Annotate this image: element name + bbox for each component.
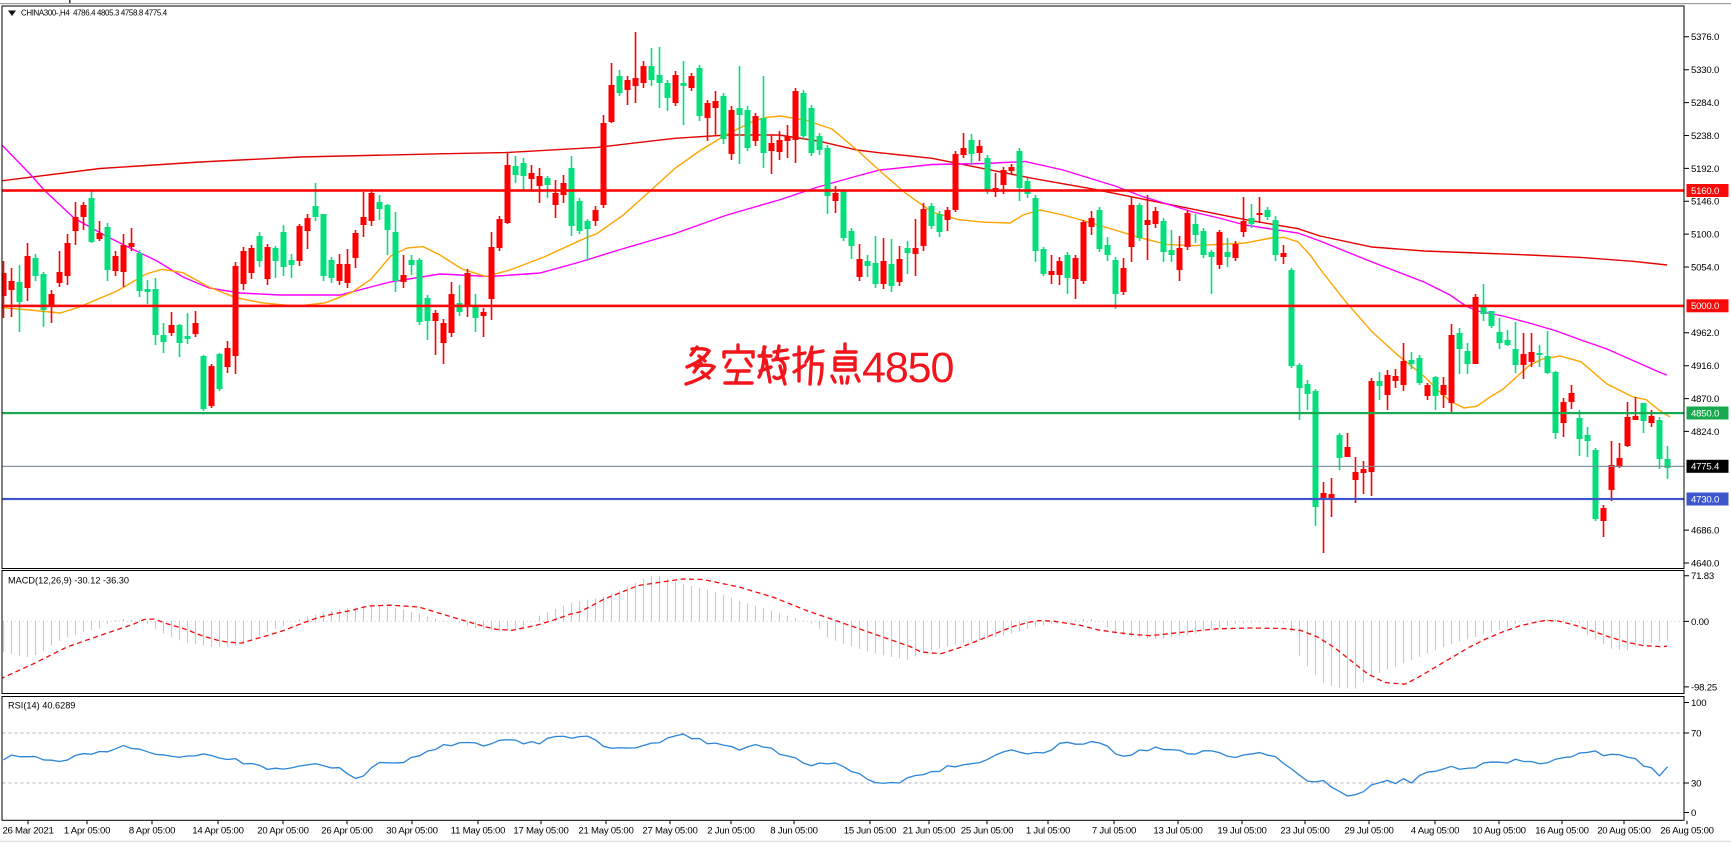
svg-text:5238.0: 5238.0 <box>1691 131 1719 142</box>
svg-text:5000.0: 5000.0 <box>1691 301 1719 312</box>
svg-text:4 Aug 05:00: 4 Aug 05:00 <box>1411 826 1459 837</box>
svg-text:25 Jun 05:00: 25 Jun 05:00 <box>961 826 1013 837</box>
svg-text:26 Apr 05:00: 26 Apr 05:00 <box>321 826 372 837</box>
svg-text:5054.0: 5054.0 <box>1691 262 1719 273</box>
svg-text:4640.0: 4640.0 <box>1691 558 1719 569</box>
svg-text:23 Jul 05:00: 23 Jul 05:00 <box>1280 826 1329 837</box>
svg-text:5284.0: 5284.0 <box>1691 98 1719 109</box>
svg-text:7 Jul 05:00: 7 Jul 05:00 <box>1092 826 1136 837</box>
svg-text:1 Jul 05:00: 1 Jul 05:00 <box>1026 826 1070 837</box>
svg-text:8 Jun 05:00: 8 Jun 05:00 <box>770 826 817 837</box>
svg-text:13 Jul 05:00: 13 Jul 05:00 <box>1153 826 1202 837</box>
svg-text:26 Aug 05:00: 26 Aug 05:00 <box>1660 826 1714 837</box>
svg-text:-98.25: -98.25 <box>1691 682 1717 693</box>
svg-text:29 Jul 05:00: 29 Jul 05:00 <box>1344 826 1393 837</box>
svg-text:30 Apr 05:00: 30 Apr 05:00 <box>386 826 437 837</box>
svg-text:4916.0: 4916.0 <box>1691 361 1719 372</box>
svg-text:27 May 05:00: 27 May 05:00 <box>642 826 697 837</box>
svg-text:5330.0: 5330.0 <box>1691 65 1719 76</box>
svg-text:5376.0: 5376.0 <box>1691 32 1719 43</box>
svg-text:20 Apr 05:00: 20 Apr 05:00 <box>257 826 308 837</box>
svg-text:5146.0: 5146.0 <box>1691 197 1719 208</box>
svg-text:4824.0: 4824.0 <box>1691 427 1719 438</box>
svg-text:MACD(12,26,9) -30.12 -36.30: MACD(12,26,9) -30.12 -36.30 <box>8 576 129 586</box>
svg-text:100: 100 <box>1691 698 1706 709</box>
svg-text:30: 30 <box>1691 778 1701 789</box>
svg-text:26 Mar 2021: 26 Mar 2021 <box>2 826 53 837</box>
svg-text:71.83: 71.83 <box>1691 571 1714 582</box>
svg-text:4730.0: 4730.0 <box>1691 494 1719 505</box>
svg-text:14 Apr 05:00: 14 Apr 05:00 <box>192 826 243 837</box>
svg-text:1 Apr 05:00: 1 Apr 05:00 <box>64 826 110 837</box>
svg-text:21 Jun 05:00: 21 Jun 05:00 <box>903 826 955 837</box>
svg-text:5100.0: 5100.0 <box>1691 230 1719 241</box>
svg-text:4850: 4850 <box>862 344 953 392</box>
svg-text:5160.0: 5160.0 <box>1691 186 1719 197</box>
svg-text:4686.0: 4686.0 <box>1691 526 1719 537</box>
svg-text:17 May 05:00: 17 May 05:00 <box>513 826 568 837</box>
svg-text:16 Aug 05:00: 16 Aug 05:00 <box>1535 826 1589 837</box>
svg-text:19 Jul 05:00: 19 Jul 05:00 <box>1217 826 1266 837</box>
svg-text:0: 0 <box>1691 808 1696 819</box>
svg-text:8 Apr 05:00: 8 Apr 05:00 <box>129 826 175 837</box>
svg-text:11 May 05:00: 11 May 05:00 <box>451 826 505 837</box>
svg-text:4850.0: 4850.0 <box>1691 408 1719 419</box>
svg-text:20 Aug 05:00: 20 Aug 05:00 <box>1597 826 1651 837</box>
svg-text:4962.0: 4962.0 <box>1691 328 1719 339</box>
svg-text:2 Jun 05:00: 2 Jun 05:00 <box>707 826 754 837</box>
svg-text:10 Aug 05:00: 10 Aug 05:00 <box>1472 826 1526 837</box>
svg-text:4870.0: 4870.0 <box>1691 394 1719 405</box>
svg-text:4775.4: 4775.4 <box>1691 462 1720 473</box>
svg-text:0.00: 0.00 <box>1691 617 1709 628</box>
svg-text:70: 70 <box>1691 728 1701 739</box>
svg-text:5192.0: 5192.0 <box>1691 164 1719 175</box>
svg-text:21 May 05:00: 21 May 05:00 <box>578 826 633 837</box>
svg-text:RSI(14) 40.6289: RSI(14) 40.6289 <box>8 701 75 711</box>
svg-text:CHINA300-,H4 4786.4 4805.3 47: CHINA300-,H4 4786.4 4805.3 4758.8 4775.4 <box>21 9 168 18</box>
svg-text:15 Jun 05:00: 15 Jun 05:00 <box>844 826 896 837</box>
